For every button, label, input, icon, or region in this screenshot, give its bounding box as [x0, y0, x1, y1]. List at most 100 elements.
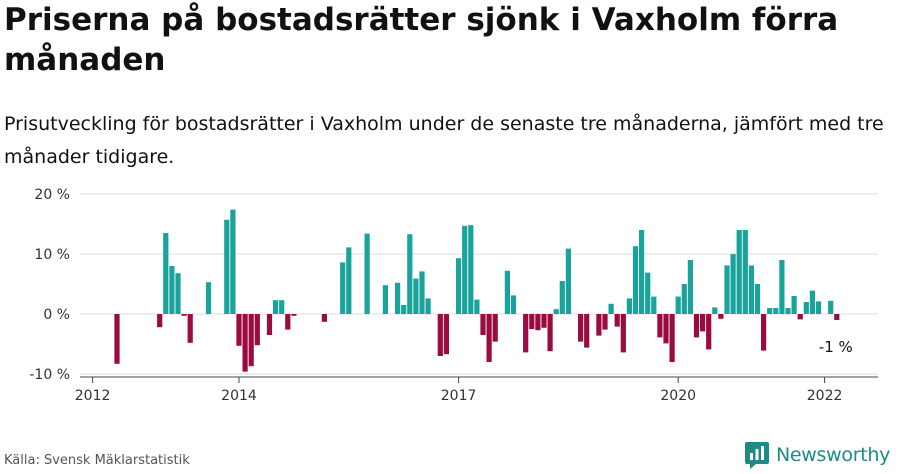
bar [547, 314, 553, 352]
bar [669, 314, 675, 362]
x-tick-label: 2017 [441, 388, 477, 404]
bar [645, 272, 651, 314]
bar [761, 314, 767, 351]
bar [553, 309, 559, 314]
bar [541, 314, 547, 328]
y-tick-label: -10 % [29, 367, 70, 383]
annotations: -1 % [819, 338, 853, 356]
bar [614, 314, 620, 327]
bar [681, 284, 687, 314]
bar [584, 314, 590, 348]
bar [718, 314, 724, 319]
source-note: Källa: Svensk Mäklarstatistik [4, 453, 190, 468]
x-tick-label: 2022 [807, 388, 843, 404]
bar [706, 314, 712, 350]
bar [273, 300, 279, 314]
bar [480, 314, 486, 335]
bar [663, 314, 669, 344]
bar [266, 314, 273, 335]
bar [815, 301, 822, 314]
bar [395, 282, 401, 314]
bar [248, 314, 254, 367]
bar [425, 298, 431, 314]
bar [773, 308, 779, 314]
bar [364, 233, 370, 314]
chart-title: Priserna på bostadsrätter sjönk i Vaxhol… [4, 2, 839, 78]
bar [407, 234, 413, 314]
bar [785, 308, 791, 314]
bar [224, 219, 230, 314]
bar [626, 298, 632, 314]
bar [742, 230, 748, 314]
bar [675, 296, 681, 314]
bar [791, 296, 797, 314]
bar [632, 246, 639, 314]
bar [565, 248, 571, 314]
bar [413, 278, 419, 314]
bar [279, 300, 285, 314]
x-tick-label: 2012 [75, 388, 111, 404]
bar [578, 314, 584, 342]
newsworthy-logo-icon [745, 442, 769, 469]
y-tick-label: 20 % [34, 187, 70, 203]
bar [291, 314, 297, 316]
x-axis: 2012 2014 2017 2020 2022 [75, 376, 878, 404]
bar [700, 314, 706, 332]
last-value-label: -1 % [819, 338, 853, 356]
bar [779, 260, 785, 314]
bar [462, 225, 468, 314]
bar [620, 314, 626, 353]
bar [724, 265, 730, 314]
bar [187, 314, 193, 343]
bar [205, 282, 212, 314]
bar [797, 314, 803, 320]
bar [236, 314, 242, 346]
brand-logo: Newsworthy [744, 440, 890, 470]
bar [382, 285, 388, 314]
bar [346, 247, 352, 314]
bar [254, 314, 260, 346]
bar [492, 314, 498, 342]
bar [657, 314, 663, 338]
bar [834, 314, 840, 320]
bar [730, 254, 736, 314]
bar [401, 305, 407, 314]
bar [321, 314, 327, 322]
x-tick-label: 2020 [660, 388, 696, 404]
bar [803, 302, 809, 314]
bar [157, 314, 163, 328]
bar-chart: 20 % 10 % 0 % -10 % 2012 2014 2017 2020 2022 -1… [29, 187, 878, 404]
bar [535, 314, 541, 331]
bar [736, 230, 742, 314]
bar [163, 233, 169, 314]
bar [693, 314, 700, 338]
bar [419, 271, 425, 314]
bar [809, 290, 815, 314]
bar [828, 300, 834, 314]
brand-name: Newsworthy [776, 444, 891, 466]
bar [285, 314, 291, 330]
bar [754, 284, 761, 314]
bar [242, 314, 248, 372]
y-tick-label: 10 % [34, 247, 70, 263]
bar [456, 258, 462, 314]
x-tick-label: 2014 [221, 388, 257, 404]
bar [748, 265, 754, 314]
bar [486, 314, 492, 362]
bar [230, 209, 236, 314]
bar [608, 303, 614, 314]
bar [181, 314, 187, 316]
bar [468, 225, 474, 314]
bar [529, 314, 535, 329]
bar [504, 270, 510, 314]
bar [443, 314, 449, 355]
y-tick-label: 0 % [43, 307, 70, 323]
bar [510, 295, 517, 314]
bar [523, 314, 529, 353]
bar [651, 296, 657, 314]
bar [169, 266, 175, 314]
y-axis-labels: 20 % 10 % 0 % -10 % [29, 187, 70, 383]
bar [712, 307, 718, 314]
bar [602, 314, 608, 330]
bar [114, 314, 120, 364]
